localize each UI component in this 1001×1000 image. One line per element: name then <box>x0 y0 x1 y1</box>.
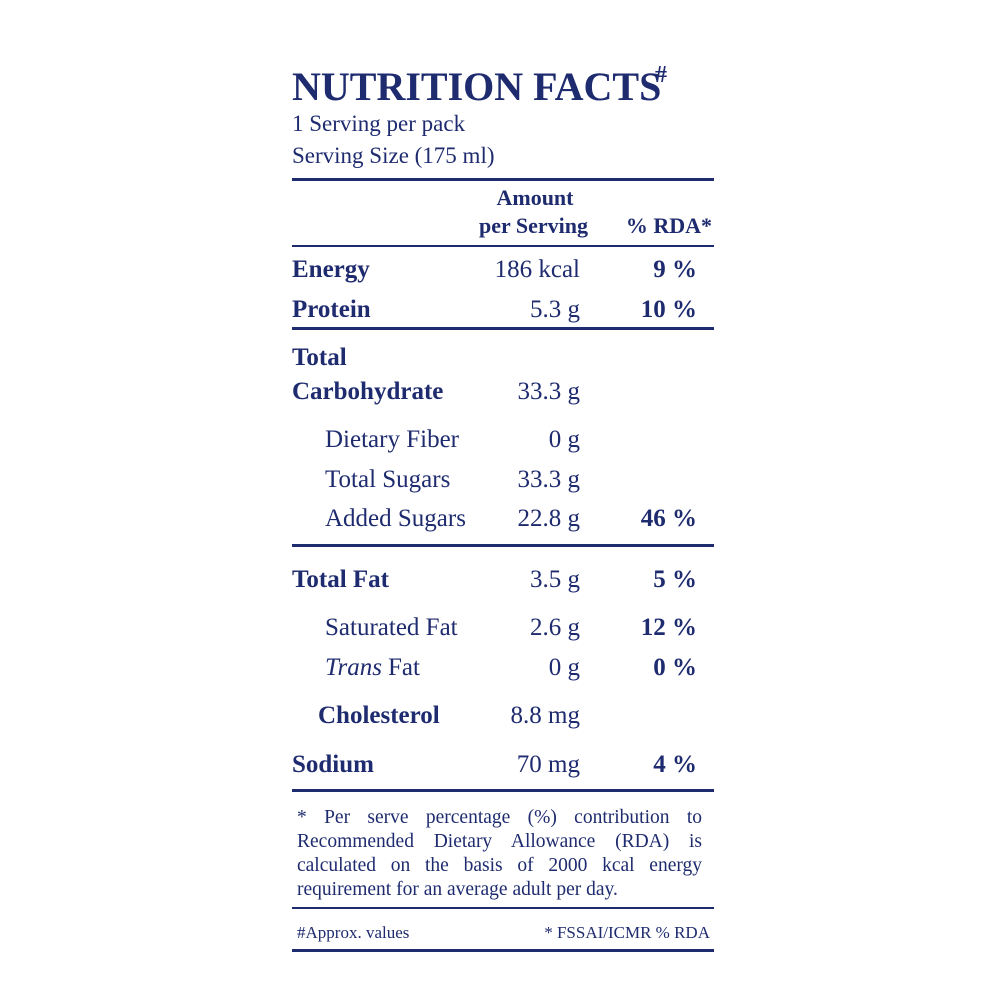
row-amount: 22.8 g <box>517 505 581 532</box>
serving-size: Serving Size (175 ml) <box>292 143 495 168</box>
row-rda: 4 % <box>653 751 697 778</box>
title: NUTRITION FACTS <box>292 64 662 109</box>
row-name: Cholesterol <box>318 702 440 729</box>
row-name: Saturated Fat <box>325 614 458 641</box>
row-name: Fat <box>387 654 420 681</box>
rule <box>292 245 714 247</box>
footer-right: * FSSAI/ICMR % RDA <box>544 923 710 942</box>
row-name: Sodium <box>292 751 374 778</box>
row-name: Added Sugars <box>325 505 466 532</box>
title-mark: # <box>655 62 667 88</box>
row-rda: 0 % <box>653 654 697 681</box>
footnote: * Per serve percentage (%) contribution … <box>297 807 702 900</box>
rule <box>292 949 714 952</box>
rule <box>292 544 714 547</box>
row-amount: 33.3 g <box>517 378 581 405</box>
row-name: Total Sugars <box>325 466 451 493</box>
rule <box>292 907 714 909</box>
amount-header: per Serving <box>479 213 588 238</box>
rule <box>292 327 714 330</box>
row-amount: 186 kcal <box>494 256 580 283</box>
row-rda: 9 % <box>653 256 697 283</box>
rda-header: % RDA* <box>625 213 712 238</box>
row-amount: 5.3 g <box>530 296 580 323</box>
row-rda: 46 % <box>640 505 697 532</box>
row-name: Energy <box>292 256 370 283</box>
row-name: Total Fat <box>292 566 389 593</box>
row-amount: 2.6 g <box>530 614 580 641</box>
rule <box>292 789 714 792</box>
amount-header: Amount <box>496 185 574 210</box>
row-amount: 8.8 mg <box>510 702 580 729</box>
row-amount: 0 g <box>548 426 580 453</box>
row-rda: 12 % <box>640 614 697 641</box>
rule <box>292 178 714 181</box>
row-name: Carbohydrate <box>292 378 444 405</box>
row-rda: 10 % <box>640 296 697 323</box>
row-amount: 3.5 g <box>530 566 580 593</box>
row-amount: 0 g <box>548 654 580 681</box>
row-name: Dietary Fiber <box>325 426 459 453</box>
row-name: Total <box>292 344 347 371</box>
row-amount: 33.3 g <box>517 466 581 493</box>
servings: 1 Serving per pack <box>292 111 466 136</box>
footer-left: #Approx. values <box>297 923 410 942</box>
row-name: Trans <box>325 654 382 681</box>
row-amount: 70 mg <box>516 751 580 778</box>
row-name: Protein <box>292 296 371 323</box>
row-rda: 5 % <box>653 566 697 593</box>
